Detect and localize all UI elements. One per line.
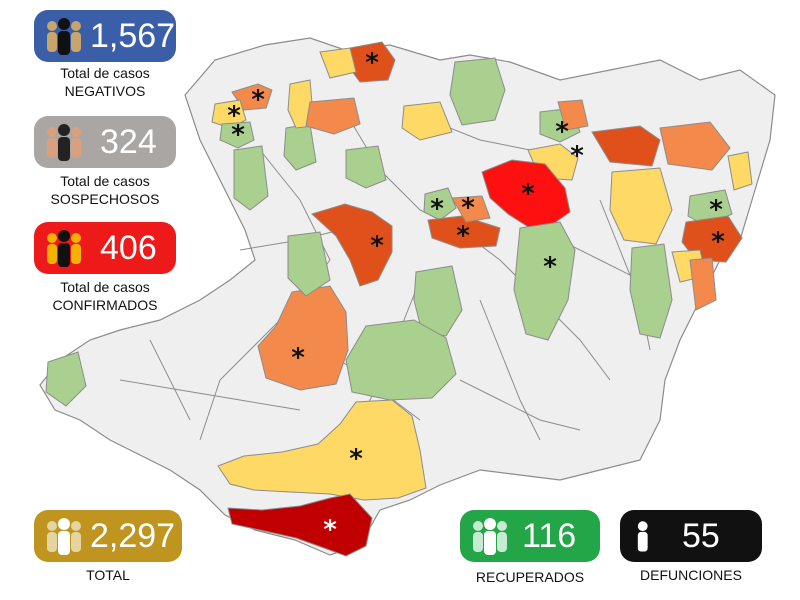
region-nw-3	[219, 121, 255, 149]
person-icon	[637, 521, 648, 552]
marker-center-3: *	[456, 221, 470, 251]
recuperados-value: 116	[522, 517, 577, 555]
defunciones-label: DEFUNCIONES	[640, 567, 742, 583]
marker-center-1: *	[370, 231, 384, 261]
map-outline	[39, 37, 776, 556]
region-filler-green-8	[45, 351, 87, 407]
marker-layer: *********** ******	[227, 48, 725, 545]
marker-nw-3: *	[231, 120, 245, 150]
region-north-3	[449, 57, 506, 126]
people-icon	[47, 124, 81, 161]
region-filler-orange-1	[305, 97, 361, 135]
region-filler-yellow-3	[727, 151, 753, 191]
region-filler-green-5	[413, 265, 463, 337]
confirmados-caption-line1: Total de casos	[60, 279, 150, 295]
people-icon	[47, 18, 81, 55]
confirmados-value: 406	[100, 229, 157, 267]
negativos-badge: 1,567	[34, 10, 176, 62]
region-north-2	[319, 47, 357, 79]
marker-east-2: *	[711, 227, 725, 257]
region-coast-1	[227, 493, 373, 557]
sospechosos-badge: 324	[34, 116, 176, 168]
region-filler-green-6	[345, 319, 457, 401]
region-west-1	[257, 285, 349, 391]
marker-center-max: *	[521, 179, 535, 209]
marker-south-1: *	[349, 444, 363, 474]
region-filler-green-7	[629, 243, 673, 339]
people-icon	[473, 518, 507, 555]
defunciones-badge: 55	[620, 510, 762, 562]
defunciones-value: 55	[682, 517, 720, 555]
marker-east-1: *	[709, 195, 723, 225]
region-filler-green-4	[287, 231, 331, 297]
sospechosos-caption-line1: Total de casos	[60, 173, 150, 189]
marker-nw-2: *	[227, 101, 241, 131]
negativos-caption-line1: Total de casos	[60, 65, 150, 81]
region-center-4	[451, 195, 491, 223]
confirmados-caption-line2: CONFIRMADOS	[52, 297, 158, 313]
region-mid-1	[513, 221, 576, 341]
region-filler-green-1	[233, 145, 269, 211]
negativos-caption: Total de casos NEGATIVOS	[34, 64, 176, 100]
marker-north-1: *	[365, 48, 379, 78]
region-ne-3	[591, 125, 661, 167]
marker-center-4: *	[461, 193, 475, 223]
marker-nw-1: *	[251, 85, 265, 115]
confirmados-caption: Total de casos CONFIRMADOS	[34, 278, 176, 314]
marker-coast-1: *	[323, 515, 337, 545]
region-east-3	[609, 167, 673, 245]
people-icon	[47, 518, 81, 555]
negativos-value: 1,567	[90, 17, 176, 55]
marker-mid-1: *	[543, 252, 557, 282]
total-label: TOTAL	[86, 567, 130, 583]
negativos-caption-line2: NEGATIVOS	[64, 83, 146, 99]
region-center-2	[423, 187, 457, 221]
region-ne-4	[659, 121, 731, 171]
total-badge: 2,297	[34, 510, 182, 562]
region-filler-orange-3	[689, 257, 717, 311]
total-value: 2,297	[90, 517, 176, 555]
confirmados-badge: 406	[34, 222, 176, 274]
region-south-1	[217, 399, 427, 501]
recuperados-label: RECUPERADOS	[475, 569, 585, 585]
region-center-max	[481, 159, 571, 229]
region-center-1	[311, 203, 393, 287]
recuperados-badge: 116	[460, 510, 600, 562]
region-filler-orange-2	[557, 99, 589, 131]
sospechosos-caption-line2: SOSPECHOSOS	[50, 191, 160, 207]
sospechosos-caption: Total de casos SOSPECHOSOS	[34, 172, 176, 208]
marker-center-2: *	[430, 194, 444, 224]
people-icon	[47, 230, 81, 267]
region-filler-yellow-1	[401, 101, 453, 141]
sospechosos-value: 324	[100, 123, 157, 161]
marker-ne-1: *	[555, 117, 569, 147]
marker-ne-2: *	[570, 141, 584, 171]
region-filler-green-3	[345, 145, 387, 189]
marker-west-1: *	[291, 343, 305, 373]
